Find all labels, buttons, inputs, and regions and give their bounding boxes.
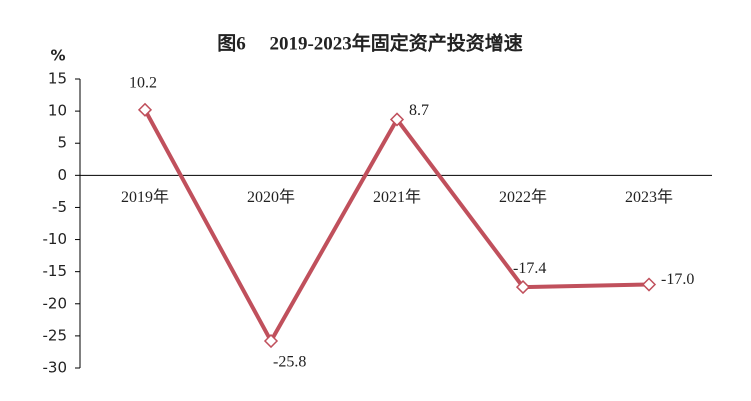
y-tick-label: 15 bbox=[48, 70, 67, 88]
x-tick-label: 2023年 bbox=[625, 188, 673, 206]
y-unit: % bbox=[50, 47, 65, 65]
y-tick-label: -10 bbox=[43, 230, 68, 248]
y-tick-label: 10 bbox=[48, 102, 67, 120]
x-tick-label: 2022年 bbox=[499, 188, 547, 206]
point-marker bbox=[389, 112, 405, 127]
data-label: -17.0 bbox=[661, 271, 694, 288]
series-line bbox=[143, 108, 650, 344]
point-marker bbox=[515, 280, 531, 295]
y-tick-label: -30 bbox=[43, 359, 68, 377]
point-marker bbox=[137, 102, 153, 117]
point-marker bbox=[641, 277, 657, 292]
y-tick-label: -15 bbox=[43, 262, 68, 280]
chart-title: 图6 2019-2023年固定资产投资增速 bbox=[217, 31, 523, 54]
point-marker bbox=[263, 333, 279, 349]
y-tick-label: -25 bbox=[43, 326, 68, 344]
x-tick-label: 2021年 bbox=[373, 188, 421, 206]
x-tick-label: 2020年 bbox=[247, 188, 295, 206]
y-tick-label: 5 bbox=[57, 134, 67, 152]
data-label: -17.4 bbox=[513, 260, 546, 277]
x-tick-label: 2019年 bbox=[121, 188, 169, 206]
y-tick-label: -20 bbox=[43, 294, 68, 312]
y-tick-label: 0 bbox=[57, 166, 67, 184]
data-label: -25.8 bbox=[273, 354, 306, 371]
data-label: 10.2 bbox=[129, 74, 157, 91]
y-tick-label: -5 bbox=[52, 198, 67, 216]
data-label: 8.7 bbox=[409, 102, 429, 119]
